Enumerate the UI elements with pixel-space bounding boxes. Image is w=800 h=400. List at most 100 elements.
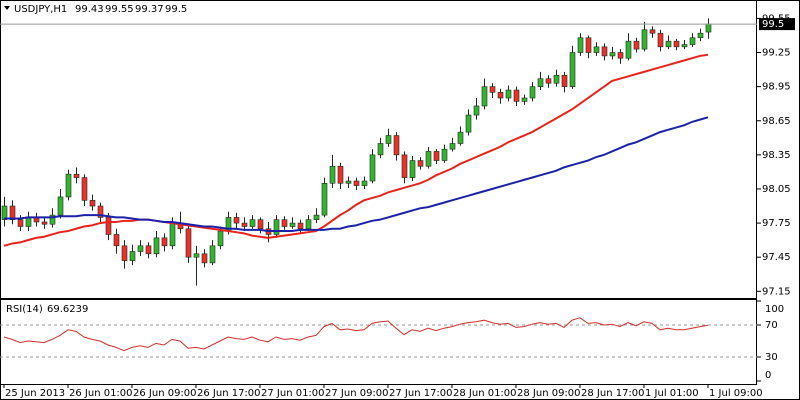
y-tick-label: 98.05 (762, 184, 791, 195)
y-tick-label: 30 (765, 352, 778, 363)
x-tick-label: 1 Jul 09:00 (709, 388, 763, 399)
candle-body (329, 165, 336, 184)
candle-body (201, 253, 208, 264)
candle-body (545, 78, 552, 84)
x-tick-label: 28 Jun 09:00 (517, 388, 581, 399)
candle-body (81, 177, 88, 201)
candle-body (249, 219, 256, 227)
quote-close: 99.5 (165, 4, 187, 15)
candle-body (273, 219, 280, 235)
x-tick-label: 27 Jun 01:00 (261, 388, 325, 399)
candle-body (705, 23, 712, 33)
candle-body (145, 245, 152, 255)
x-tick-label: 26 Jun 01:00 (69, 388, 133, 399)
candle-body (505, 89, 512, 99)
candle-body (97, 205, 104, 218)
price-label: 99.5 (762, 19, 784, 30)
y-tick-label: 97.75 (762, 218, 791, 229)
x-tick-label: 25 Jun 2013 (5, 388, 65, 399)
y-tick-label: 100 (765, 304, 784, 315)
candle-body (569, 52, 576, 87)
candle-body (193, 253, 200, 258)
moving-average (3, 53, 709, 247)
y-tick-label: 98.65 (762, 116, 791, 127)
candle-body (49, 214, 56, 225)
candle-body (657, 32, 664, 48)
symbol: USDJPY,H1 (14, 4, 67, 15)
candle-body (89, 200, 96, 207)
candle-body (473, 105, 480, 116)
rsi-value: 69.6239 (47, 304, 88, 315)
candle-body (681, 44, 688, 48)
candle-body (353, 180, 360, 186)
candle-body (297, 222, 304, 230)
candle-body (689, 37, 696, 45)
candle-body (673, 40, 680, 48)
candle-body (185, 228, 192, 258)
price-box (759, 18, 795, 31)
candle-body (585, 37, 592, 53)
quote-low: 99.37 (135, 4, 164, 15)
y-tick-label: 99.25 (762, 48, 791, 59)
candle-body (497, 92, 504, 99)
candle-body (593, 46, 600, 53)
rsi-title: RSI(14) (6, 304, 43, 315)
rsi-line (3, 317, 709, 352)
y-tick-label: 98.35 (762, 150, 791, 161)
candle-body (289, 222, 296, 227)
candle-body (449, 143, 456, 150)
candle-body (257, 219, 264, 230)
x-tick-label: 27 Jun 09:00 (325, 388, 389, 399)
x-tick-label: 28 Jun 01:00 (453, 388, 517, 399)
candle-body (25, 217, 32, 227)
candle-body (425, 151, 432, 167)
menu-arrow (4, 6, 10, 10)
candle-body (161, 237, 168, 247)
price-title: USDJPY,H1 99.43 99.55 99.37 99.5 (14, 4, 187, 15)
x-tick-label: 1 Jul 01:00 (645, 388, 699, 399)
candle-body (113, 234, 120, 247)
candle-body (385, 135, 392, 144)
candle-body (209, 245, 216, 264)
candle-body (529, 86, 536, 99)
candle-body (9, 205, 16, 220)
candle-body (345, 180, 352, 184)
candle-body (609, 52, 616, 57)
candle-body (137, 245, 144, 252)
candle-body (641, 29, 648, 50)
x-tick-label: 26 Jun 17:00 (197, 388, 261, 399)
candle-body (649, 29, 656, 34)
candle-body (401, 154, 408, 178)
candle-body (553, 74, 560, 84)
candle-body (489, 86, 496, 93)
y-tick-label: 98.95 (762, 82, 791, 93)
candle-body (521, 97, 528, 102)
candle-body (1, 205, 8, 220)
candle-body (321, 182, 328, 216)
candle-body (457, 131, 464, 144)
candle-body (169, 222, 176, 247)
candle-body (513, 89, 520, 102)
candle-body (105, 217, 112, 235)
candle-body (625, 40, 632, 59)
candle-body (57, 196, 64, 216)
y-tick-label: 97.45 (762, 252, 791, 263)
candle-body (73, 173, 80, 178)
x-tick-label: 28 Jun 17:00 (581, 388, 645, 399)
rsi-panel (0, 299, 757, 385)
candle-body (377, 143, 384, 156)
x-tick-label: 26 Jun 09:00 (133, 388, 197, 399)
candle-body (121, 245, 128, 261)
quote-open: 99.43 (75, 4, 104, 15)
candle-body (433, 151, 440, 161)
candle-body (577, 37, 584, 53)
candle-body (537, 78, 544, 87)
moving-average (4, 116, 709, 233)
candle-body (337, 165, 344, 184)
candle-body (561, 74, 568, 87)
y-tick-label: 97.15 (762, 286, 791, 297)
candle-body (633, 40, 640, 50)
quote-high: 99.55 (105, 4, 134, 15)
